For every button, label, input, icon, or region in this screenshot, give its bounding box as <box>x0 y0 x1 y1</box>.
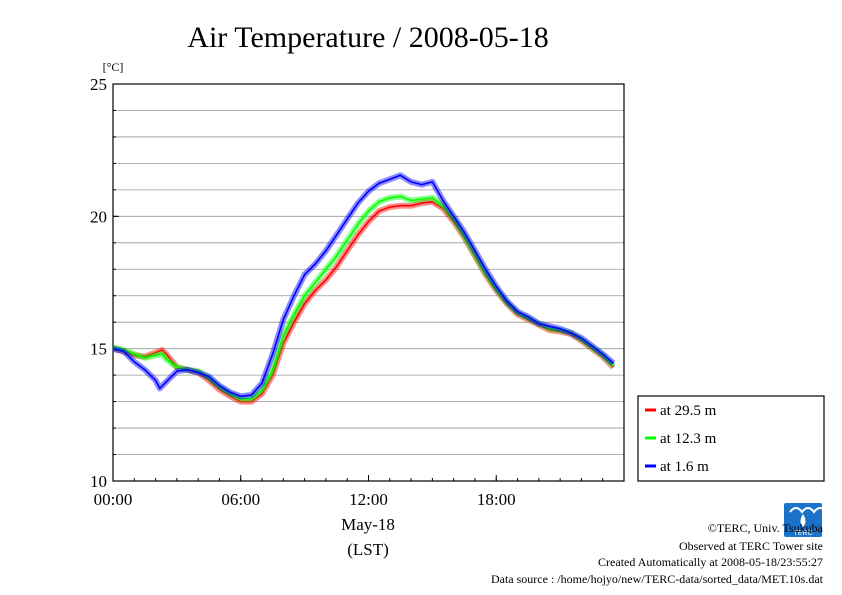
x-tick-label: 18:00 <box>477 490 516 509</box>
series-band-3 <box>112 172 616 400</box>
x-tick-label: 06:00 <box>221 490 260 509</box>
logo-wave-icon <box>789 507 827 514</box>
y-tick-label: 15 <box>90 340 107 359</box>
x-axis-date-label: May-18 <box>341 515 395 534</box>
data-series <box>112 172 616 405</box>
logo-drop-icon <box>800 514 806 527</box>
created-text: Created Automatically at 2008-05-18/23:5… <box>598 555 823 569</box>
data-source-text: Data source : /home/hojyo/new/TERC-data/… <box>491 572 824 586</box>
y-tick-label: 20 <box>90 207 107 226</box>
logo-text: TERC <box>793 530 812 537</box>
legend-box <box>637 395 825 482</box>
y-tick-label: 10 <box>90 472 107 491</box>
chart-title: Air Temperature / 2008-05-18 <box>187 21 548 54</box>
legend: at 29.5 m at 12.3 m at 1.6 m <box>637 395 825 482</box>
plot-frame <box>112 83 625 482</box>
x-tick-label: 00:00 <box>94 490 133 509</box>
terc-logo: TERC <box>784 503 827 537</box>
axis-ticks: 10 15 20 25 00:00 06:00 12:00 18:00 <box>90 75 604 509</box>
legend-label: at 12.3 m <box>660 431 717 447</box>
legend-label: at 29.5 m <box>660 403 717 419</box>
series-line-3 <box>112 174 614 398</box>
grid-lines <box>113 110 624 455</box>
y-axis-label: [°C] <box>103 60 124 74</box>
x-tick-label: 12:00 <box>349 490 388 509</box>
legend-label: at 1.6 m <box>660 459 709 475</box>
y-tick-label: 25 <box>90 75 107 94</box>
x-axis-unit-label: (LST) <box>347 540 389 559</box>
site-text: Observed at TERC Tower site <box>679 539 823 553</box>
copyright-text: ©TERC, Univ. Tsukuba <box>708 521 824 535</box>
